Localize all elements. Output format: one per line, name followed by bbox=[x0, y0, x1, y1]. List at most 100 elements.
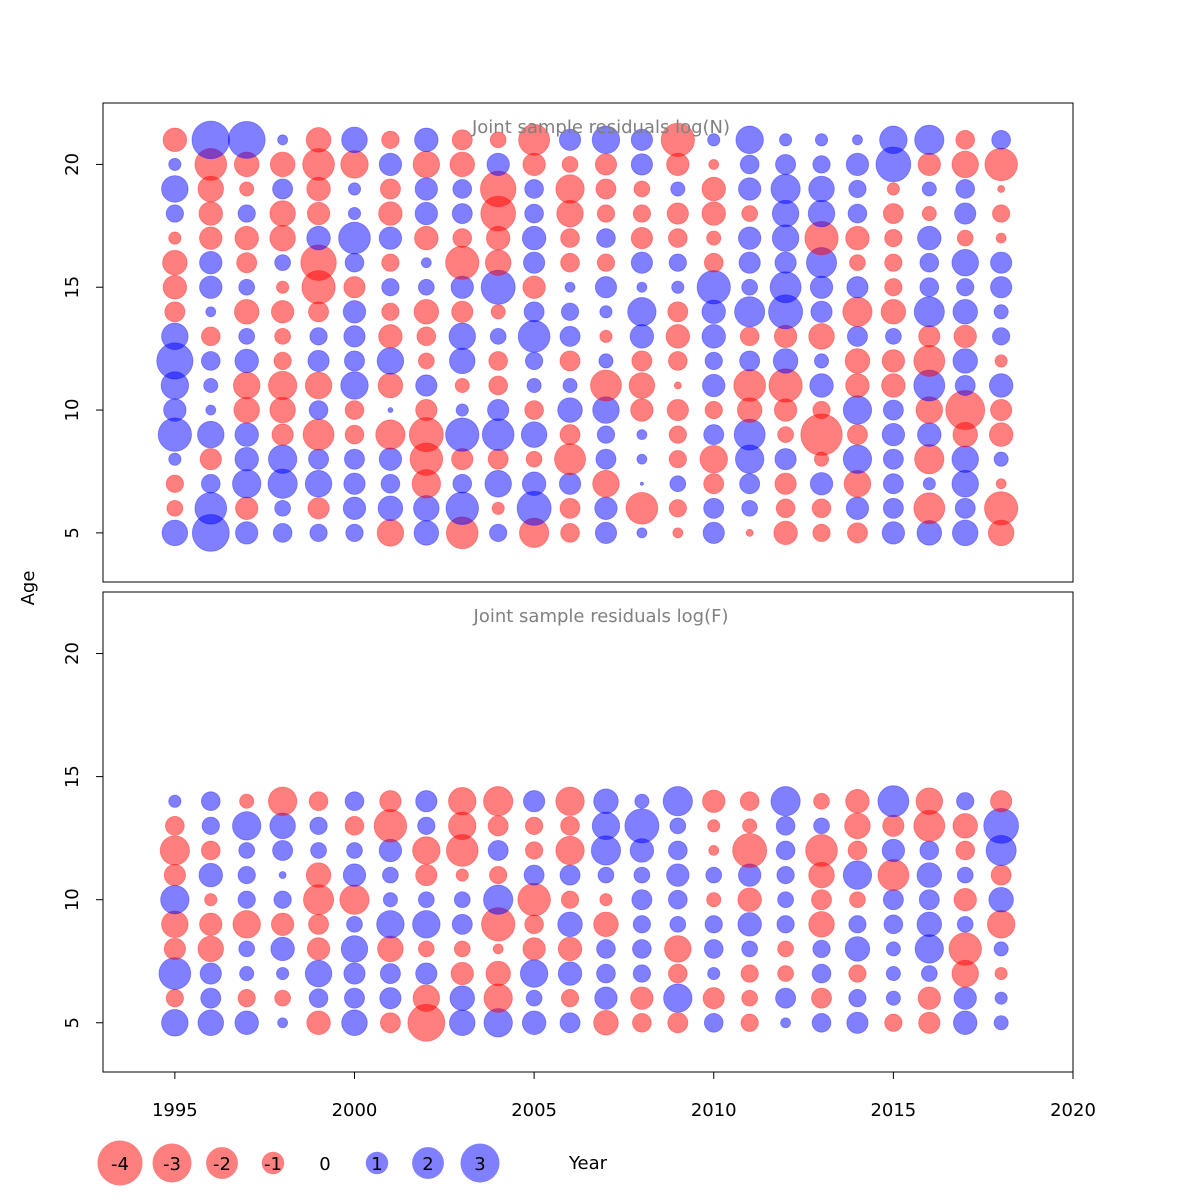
residual-bubble bbox=[413, 495, 440, 522]
legend-item: -1 bbox=[261, 1151, 285, 1175]
residual-bubble bbox=[273, 351, 292, 371]
residual-bubble bbox=[956, 229, 974, 247]
residual-bubble bbox=[882, 814, 905, 837]
residual-bubble bbox=[191, 120, 231, 160]
residual-bubble bbox=[945, 390, 986, 430]
residual-bubble bbox=[340, 371, 369, 400]
residual-bubble bbox=[592, 470, 620, 498]
residual-bubble bbox=[741, 205, 759, 222]
residual-bubble bbox=[347, 206, 362, 221]
residual-bubble bbox=[194, 491, 228, 525]
residual-bubble bbox=[278, 871, 287, 880]
residual-bubble bbox=[596, 939, 616, 959]
residual-bubble bbox=[338, 221, 371, 255]
residual-bubble bbox=[199, 912, 223, 936]
residual-bubble bbox=[807, 199, 836, 228]
residual-bubble bbox=[992, 204, 1011, 223]
residual-bubble bbox=[594, 276, 618, 299]
residual-bubble bbox=[636, 429, 648, 441]
residual-bubble bbox=[346, 842, 363, 859]
residual-bubble bbox=[703, 497, 725, 519]
residual-bubble bbox=[445, 491, 479, 526]
residual-bubble bbox=[630, 153, 653, 176]
residual-bubble bbox=[559, 325, 581, 347]
residual-bubble bbox=[381, 278, 400, 297]
residual-bubble bbox=[303, 884, 335, 916]
residual-bubble bbox=[885, 327, 902, 345]
residual-bubble bbox=[990, 276, 1013, 299]
residual-bubble bbox=[378, 226, 403, 250]
residual-bubble bbox=[489, 865, 508, 885]
residual-bubble bbox=[995, 232, 1007, 244]
residual-bubble bbox=[344, 448, 365, 470]
residual-bubble bbox=[557, 397, 583, 423]
legend-item: 1 bbox=[365, 1151, 389, 1175]
residual-bubble bbox=[811, 1012, 832, 1033]
residual-bubble bbox=[165, 989, 184, 1008]
residual-bubble bbox=[634, 793, 650, 809]
residual-bubble bbox=[382, 866, 399, 884]
residual-bubble bbox=[205, 306, 217, 318]
residual-bubble bbox=[990, 790, 1013, 813]
residual-bubble bbox=[520, 421, 548, 448]
residual-bubble bbox=[562, 377, 578, 394]
residual-bubble bbox=[955, 130, 976, 150]
residual-bubble bbox=[917, 152, 941, 177]
residual-bubble bbox=[808, 175, 835, 203]
residual-bubble bbox=[560, 252, 580, 273]
y-axis-title: Age bbox=[18, 571, 39, 606]
residual-bubble bbox=[984, 491, 1019, 526]
residual-bubble bbox=[269, 200, 296, 227]
legend-item: -3 bbox=[152, 1143, 192, 1183]
residual-bubble bbox=[237, 204, 256, 223]
residual-bubble bbox=[381, 302, 400, 321]
residual-bubble bbox=[523, 251, 546, 274]
residual-bubble bbox=[952, 348, 978, 374]
residual-bubble bbox=[812, 939, 831, 959]
residual-bubble bbox=[772, 348, 799, 374]
residual-bubble bbox=[163, 398, 187, 422]
y-tick-label: 20 bbox=[62, 642, 83, 665]
residual-bubble bbox=[557, 936, 583, 962]
residual-bubble bbox=[810, 300, 833, 323]
residual-bubble bbox=[881, 422, 906, 447]
residual-bubble bbox=[846, 1011, 869, 1034]
residual-bubble bbox=[227, 120, 266, 159]
residual-bubble bbox=[703, 473, 725, 495]
residual-bubble bbox=[919, 252, 940, 273]
residual-bubble bbox=[741, 989, 759, 1007]
residual-bubble bbox=[596, 425, 616, 444]
residual-bubble bbox=[481, 418, 515, 451]
residual-bubble bbox=[232, 469, 262, 499]
residual-bubble bbox=[277, 134, 289, 146]
residual-bubble bbox=[235, 521, 259, 545]
residual-bubble bbox=[706, 230, 722, 246]
residual-bubble bbox=[414, 127, 439, 153]
residual-bubble bbox=[848, 179, 867, 199]
residual-bubble bbox=[703, 252, 724, 273]
residual-bubble bbox=[379, 963, 401, 985]
residual-bubble bbox=[524, 400, 544, 420]
residual-bubble bbox=[639, 481, 644, 486]
residual-bubble bbox=[342, 300, 367, 324]
residual-bubble bbox=[201, 816, 220, 835]
legend-label: -3 bbox=[163, 1154, 181, 1175]
residual-bubble bbox=[886, 182, 900, 196]
residual-bubble bbox=[882, 473, 904, 495]
residual-bubble bbox=[454, 377, 470, 394]
residual-bubble bbox=[523, 790, 546, 813]
residual-bubble bbox=[417, 352, 435, 370]
residual-bubble bbox=[738, 177, 762, 201]
residual-bubble bbox=[523, 301, 545, 323]
residual-bubble bbox=[704, 351, 723, 371]
residual-bubble bbox=[342, 496, 367, 520]
residual-bubble bbox=[199, 251, 223, 275]
residual-bubble bbox=[704, 400, 723, 420]
residual-bubble bbox=[342, 863, 367, 887]
residual-bubble bbox=[198, 862, 223, 888]
residual-bubble bbox=[595, 448, 617, 470]
residual-bubble bbox=[955, 840, 976, 861]
residual-bubble bbox=[631, 889, 653, 911]
residual-bubble bbox=[387, 407, 394, 413]
residual-bubble bbox=[232, 811, 262, 841]
